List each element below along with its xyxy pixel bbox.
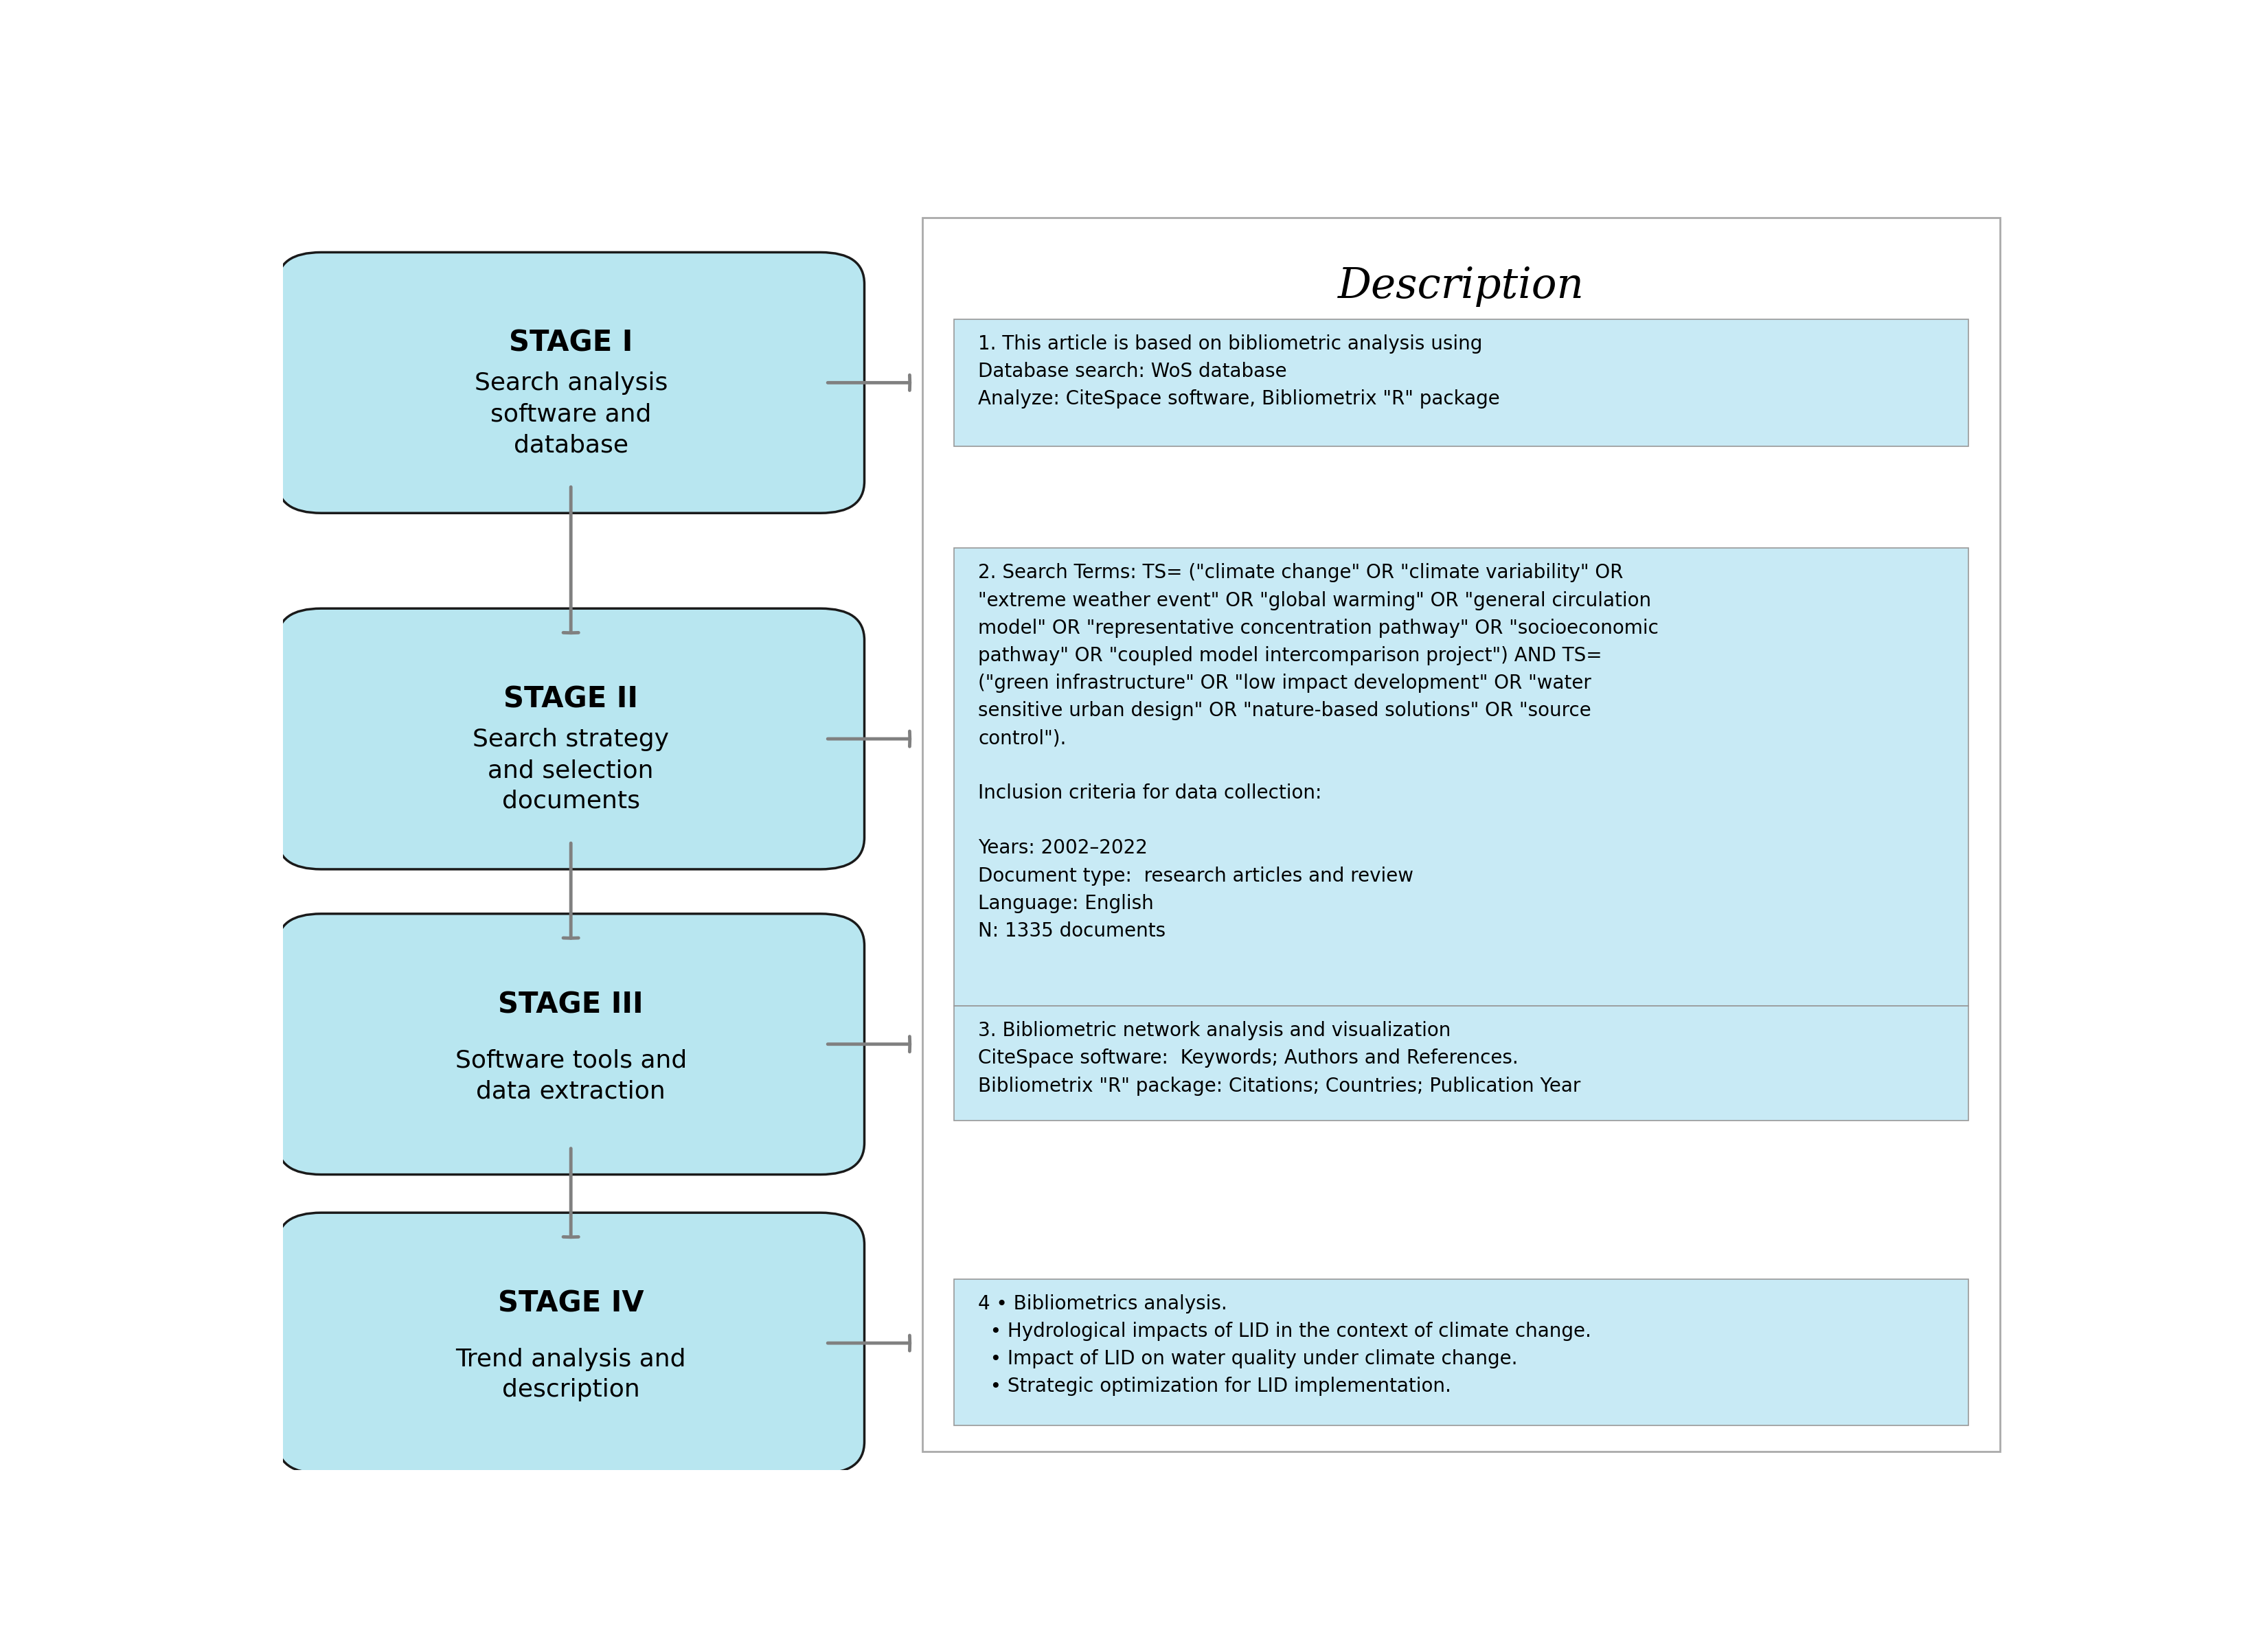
Text: Search strategy
and selection
documents: Search strategy and selection documents — [473, 729, 669, 813]
Text: Description: Description — [1339, 266, 1585, 307]
FancyBboxPatch shape — [922, 218, 2001, 1450]
Text: 2. Search Terms: TS= ("climate change" OR "climate variability" OR
"extreme weat: 2. Search Terms: TS= ("climate change" O… — [979, 563, 1660, 940]
FancyBboxPatch shape — [954, 548, 1969, 1006]
Text: Trend analysis and
description: Trend analysis and description — [457, 1348, 685, 1401]
Text: Software tools and
data extraction: Software tools and data extraction — [454, 1049, 687, 1104]
Text: 3. Bibliometric network analysis and visualization
CiteSpace software:  Keywords: 3. Bibliometric network analysis and vis… — [979, 1021, 1580, 1095]
Text: STAGE II: STAGE II — [504, 686, 638, 714]
Text: Search analysis
software and
database: Search analysis software and database — [475, 372, 667, 456]
FancyBboxPatch shape — [278, 608, 864, 869]
FancyBboxPatch shape — [278, 914, 864, 1175]
Text: 1. This article is based on bibliometric analysis using
Database search: WoS dat: 1. This article is based on bibliometric… — [979, 334, 1499, 408]
Text: STAGE III: STAGE III — [497, 990, 644, 1019]
Text: 4 • Bibliometrics analysis.
  • Hydrological impacts of LID in the context of cl: 4 • Bibliometrics analysis. • Hydrologic… — [979, 1294, 1592, 1396]
FancyBboxPatch shape — [954, 319, 1969, 446]
FancyBboxPatch shape — [278, 253, 864, 514]
FancyBboxPatch shape — [954, 1279, 1969, 1426]
Text: STAGE IV: STAGE IV — [497, 1289, 644, 1318]
FancyBboxPatch shape — [278, 1213, 864, 1474]
Text: STAGE I: STAGE I — [509, 329, 633, 358]
FancyBboxPatch shape — [954, 1006, 1969, 1120]
